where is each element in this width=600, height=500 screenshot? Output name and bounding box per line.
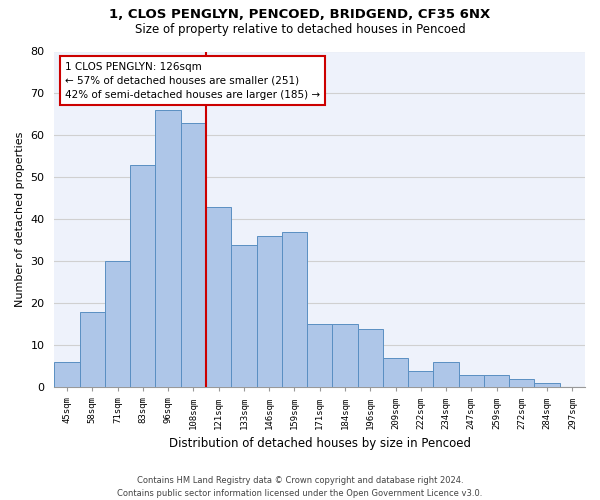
Bar [458, 375, 484, 388]
Text: 1 CLOS PENGLYN: 126sqm
← 57% of detached houses are smaller (251)
42% of semi-de: 1 CLOS PENGLYN: 126sqm ← 57% of detached… [65, 62, 320, 100]
Bar [358, 328, 383, 388]
Text: Contains HM Land Registry data © Crown copyright and database right 2024.
Contai: Contains HM Land Registry data © Crown c… [118, 476, 482, 498]
Bar [155, 110, 181, 388]
Bar [105, 262, 130, 388]
Bar [55, 362, 80, 388]
Bar [80, 312, 105, 388]
Bar [509, 379, 535, 388]
Bar [307, 324, 332, 388]
Text: 1, CLOS PENGLYN, PENCOED, BRIDGEND, CF35 6NX: 1, CLOS PENGLYN, PENCOED, BRIDGEND, CF35… [109, 8, 491, 20]
Text: Size of property relative to detached houses in Pencoed: Size of property relative to detached ho… [134, 22, 466, 36]
Y-axis label: Number of detached properties: Number of detached properties [15, 132, 25, 307]
Bar [282, 232, 307, 388]
Bar [181, 123, 206, 388]
Bar [484, 375, 509, 388]
Bar [257, 236, 282, 388]
Bar [408, 370, 433, 388]
Bar [206, 207, 231, 388]
Bar [433, 362, 458, 388]
X-axis label: Distribution of detached houses by size in Pencoed: Distribution of detached houses by size … [169, 437, 471, 450]
Bar [130, 165, 155, 388]
Bar [535, 383, 560, 388]
Bar [332, 324, 358, 388]
Bar [383, 358, 408, 388]
Bar [231, 244, 257, 388]
